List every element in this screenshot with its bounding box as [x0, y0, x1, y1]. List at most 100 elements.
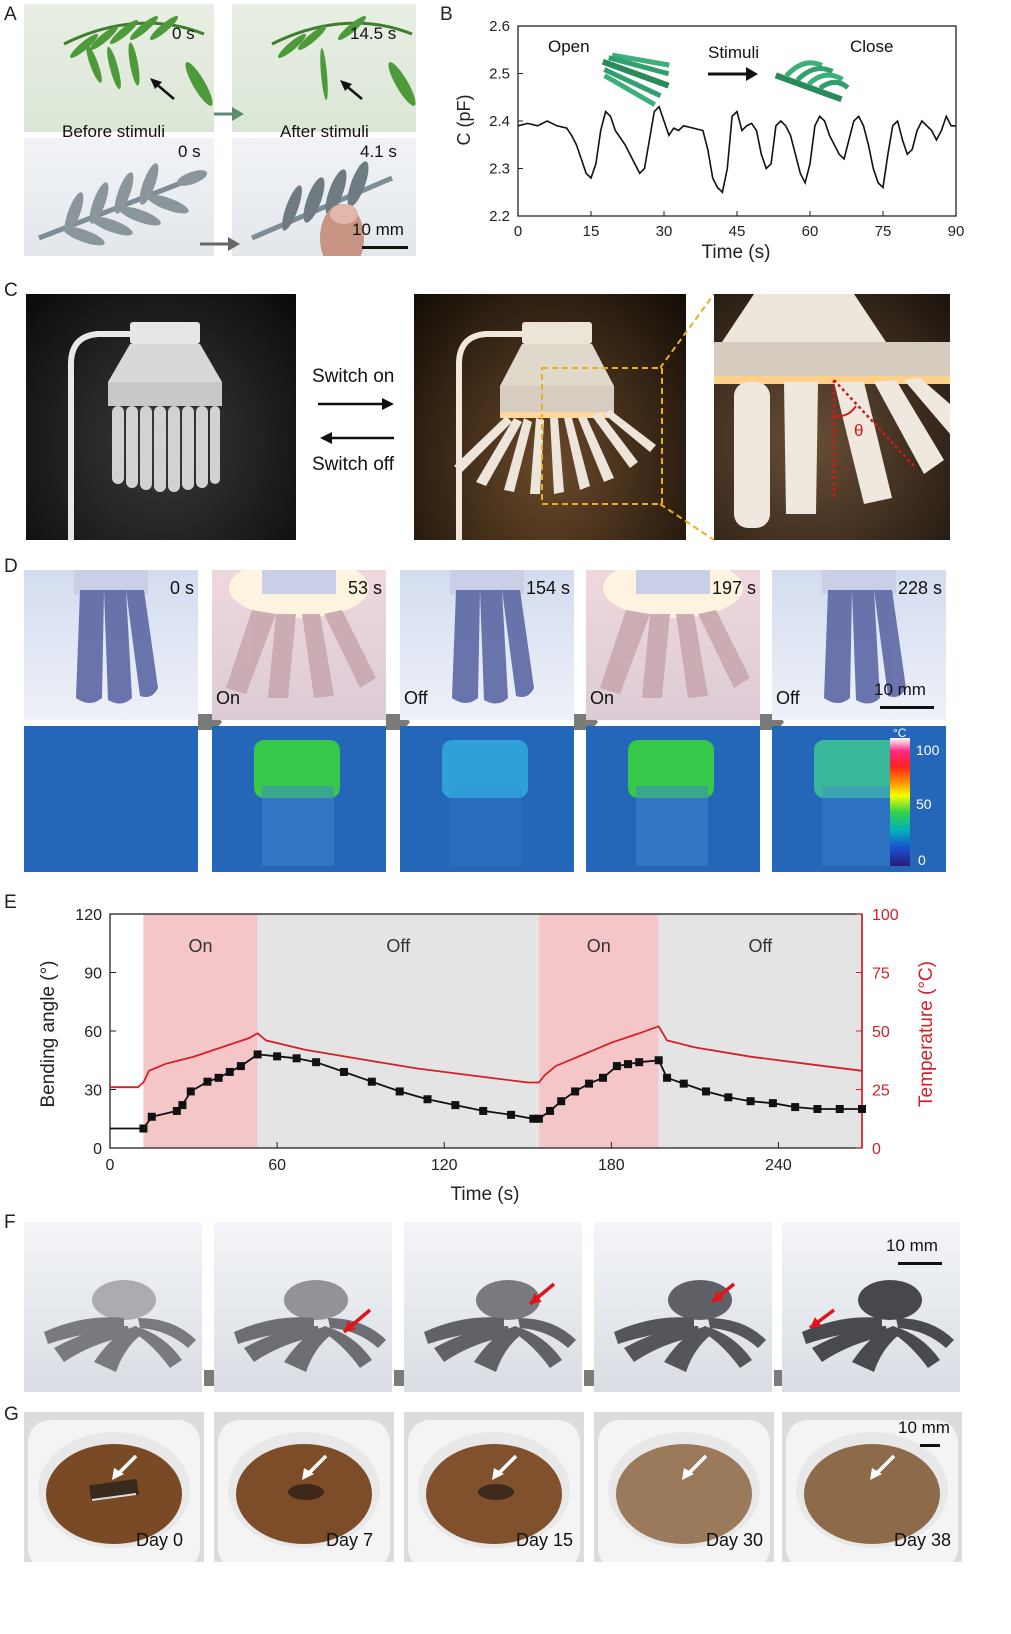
chart-b-xtick-label: 30: [656, 223, 673, 240]
timestamp-a-top-right: 14.5 s: [350, 24, 397, 43]
chart-e-point: [534, 1114, 543, 1123]
chart-b-ytick-label: 2.6: [489, 18, 510, 35]
chart-e-point: [702, 1087, 711, 1096]
chart-e-point: [557, 1097, 566, 1106]
chart-e-ytick-label: 60: [84, 1024, 102, 1041]
chart-e-ytick-label: 0: [93, 1141, 102, 1158]
scale-bar-f: [898, 1262, 942, 1265]
scale-label-a: 10 mm: [352, 220, 404, 239]
actuator-photo-2: [400, 570, 574, 720]
chart-b-xtick-label: 0: [514, 223, 522, 240]
colorbar-tick-100: 100: [916, 742, 940, 758]
octopus-photo-3: [594, 1222, 772, 1392]
chart-e-region-on: [143, 914, 258, 1148]
chart-e-point: [768, 1099, 777, 1108]
chart-e-ytick-right-label: 75: [872, 966, 890, 983]
chart-e-xlabel: Time (s): [451, 1184, 520, 1205]
caption-after-stimuli: After stimuli: [280, 122, 369, 141]
chart-e-regions: On Off On Off: [143, 914, 862, 1148]
panel-label-g: G: [4, 1404, 19, 1425]
chart-e-point: [635, 1058, 644, 1067]
artificial-leaf-closed-drawing: [251, 161, 393, 256]
chart-e-axes: 0 60 120 180 240 0 30 60 90 120 0 25 50 75 100: [75, 907, 899, 1174]
chart-e-point: [746, 1097, 755, 1106]
switch-off-label: Switch off: [312, 454, 395, 475]
day-label-2: Day 15: [516, 1530, 574, 1550]
chart-b-ytick-label: 2.4: [489, 113, 510, 130]
thermal-image-4: [772, 726, 946, 872]
chart-b-axes: 0 15 30 45 60 75 90 2.2 2.3 2.4 2.5 2.6: [489, 18, 964, 240]
chart-e-point: [663, 1073, 672, 1082]
octopus-photo-0: [24, 1222, 202, 1392]
timestamp-d-4: 228 s: [897, 578, 942, 598]
chart-e-region-on: [538, 914, 659, 1148]
chart-e-point: [835, 1105, 844, 1113]
chart-b-series: [517, 105, 956, 194]
artificial-leaf-photo-before: [24, 138, 214, 256]
chart-e-ytick-label: 120: [75, 907, 102, 924]
panel-label-f: F: [4, 1212, 16, 1233]
chart-e-point: [479, 1106, 488, 1115]
chart-e-point: [813, 1105, 822, 1113]
chart-e-region-off: [257, 914, 539, 1148]
chart-e-series: [110, 1025, 866, 1133]
soil-pot-photo-2: [404, 1412, 584, 1562]
scale-label-g: 10 mm: [898, 1418, 950, 1437]
panel-label-a: A: [4, 4, 17, 25]
colorbar-unit: °C: [893, 726, 907, 740]
caption-before-stimuli: Before stimuli: [62, 122, 165, 141]
red-arrow-f-4: [808, 1308, 836, 1330]
chart-e-point: [225, 1067, 234, 1076]
chart-e-point: [571, 1087, 580, 1096]
chart-e-ytick-label: 30: [84, 1083, 102, 1100]
chart-e-xtick-label: 240: [765, 1157, 792, 1174]
actuator-photo-1: [212, 570, 386, 720]
chart-b-xtick-label: 15: [583, 223, 600, 240]
timestamp-d-3: 197 s: [711, 578, 756, 598]
timestamp-d-1: 53 s: [347, 578, 382, 598]
chart-b-closed-leaf-icon: [774, 60, 850, 103]
timestamp-a-top-left: 0 s: [172, 24, 195, 43]
lamp-zoom-photo: θ: [714, 294, 950, 540]
chart-e-region-label: On: [189, 936, 213, 956]
lamp-photo-off: [26, 294, 296, 540]
lamp-zoom-drawing: θ: [714, 294, 950, 528]
chart-e-point: [724, 1093, 733, 1102]
chart-e-point: [236, 1062, 245, 1071]
scale-bar-d: [880, 706, 934, 709]
chart-e-ylabel-right: Temperature (°C): [916, 961, 937, 1107]
chart-e-point: [791, 1103, 800, 1112]
timestamp-d-0: 0 s: [169, 578, 194, 598]
chart-e-line-temperature: [110, 1025, 863, 1089]
chart-e-ytick-right-label: 0: [872, 1141, 881, 1158]
chart-e-point: [253, 1050, 262, 1059]
mimosa-photo-before: [24, 4, 214, 132]
chart-e-region-label: Off: [748, 936, 773, 956]
chart-e-ylabel: Bending angle (°): [38, 960, 59, 1107]
colorbar-tick-50: 50: [916, 796, 932, 812]
chart-e-xtick-label: 0: [106, 1157, 115, 1174]
chart-e-point: [367, 1077, 376, 1086]
chart-b-ytick-label: 2.3: [489, 161, 510, 178]
soil-pot-photo-4: [782, 1412, 962, 1562]
actuator-photo-3: [586, 570, 760, 720]
chart-e-ytick-right-label: 25: [872, 1083, 890, 1100]
chart-b-xtick-label: 45: [729, 223, 746, 240]
chart-bending-temperature: On Off On Off 0 60 120 180 240 0 30 60 90 120 0 25 50 75…: [38, 907, 937, 1205]
arrow-a-bottom: [200, 237, 240, 251]
state-d-3: On: [590, 688, 615, 708]
chart-e-point: [139, 1124, 148, 1133]
scale-bar-a: [362, 246, 408, 249]
chart-b-capacitance-line: [517, 105, 956, 194]
timestamp-a-bottom-right: 4.1 s: [360, 142, 397, 161]
chart-e-point: [451, 1101, 460, 1110]
soil-pot-photo-3: [594, 1412, 774, 1562]
artificial-leaf-photo-after: [232, 138, 416, 256]
chart-e-point: [858, 1105, 866, 1113]
switch-on-label: Switch on: [312, 366, 395, 387]
octopus-photo-4: [782, 1222, 960, 1392]
panel-label-c: C: [4, 280, 18, 301]
panel-label-b: B: [440, 4, 453, 25]
red-arrow-f-2: [528, 1282, 556, 1306]
chart-e-point: [423, 1095, 432, 1104]
